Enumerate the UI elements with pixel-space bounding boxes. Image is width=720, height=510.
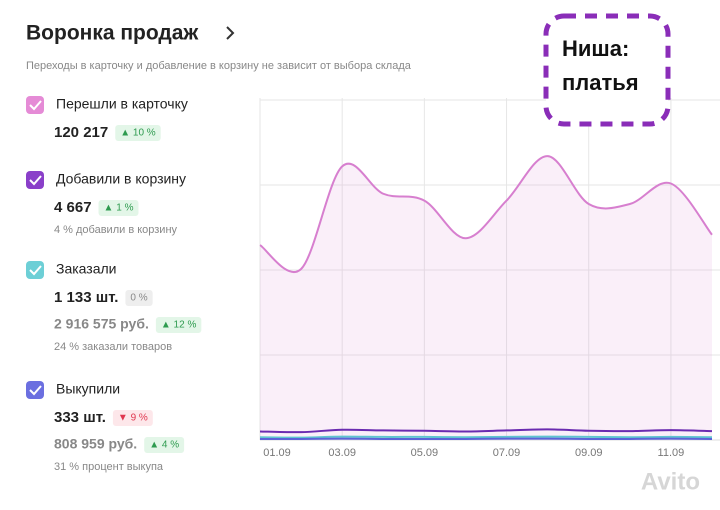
metric-note: 24 % заказали товаров <box>54 341 172 353</box>
metric-value: 4 667 <box>54 199 92 216</box>
badge-text: ▲ 1 % <box>104 203 134 214</box>
badge: ▲ 12 % <box>156 317 201 333</box>
checkbox[interactable] <box>26 261 44 279</box>
badge: ▲ 1 % <box>99 200 139 216</box>
checkbox[interactable] <box>26 171 44 189</box>
x-tick-label: 11.09 <box>658 447 685 459</box>
metric-value: 333 шт. <box>54 409 106 426</box>
badge: ▲ 10 % <box>115 125 160 141</box>
metric-value: 1 133 шт. <box>54 289 118 306</box>
x-tick-label: 01.09 <box>263 447 291 459</box>
badge-text: ▲ 12 % <box>161 320 197 331</box>
subtitle: Переходы в карточку и добавление в корзи… <box>26 60 412 72</box>
metric-note: 31 % процент выкупа <box>54 461 164 473</box>
line <box>260 437 712 438</box>
x-tick-label: 07.09 <box>493 447 521 459</box>
badge-text: 0 % <box>130 293 147 304</box>
metric-label: Заказали <box>56 261 117 277</box>
metric-value: 120 217 <box>54 124 108 141</box>
badge: ▲ 4 % <box>144 437 184 453</box>
checkbox[interactable] <box>26 381 44 399</box>
x-tick-label: 05.09 <box>411 447 439 459</box>
sticker-text: платья <box>562 70 639 95</box>
metric-value: 808 959 руб. <box>54 436 137 452</box>
title: Воронка продаж <box>26 22 199 45</box>
metric-label: Выкупили <box>56 381 120 397</box>
sticker-text: Ниша: <box>562 36 629 61</box>
metric-value: 2 916 575 руб. <box>54 316 149 332</box>
metric-label: Добавили в корзину <box>56 171 186 187</box>
x-tick-label: 03.09 <box>328 447 356 459</box>
chevron[interactable] <box>227 27 233 39</box>
metric-note: 4 % добавили в корзину <box>54 224 178 236</box>
badge-text: ▲ 10 % <box>120 128 156 139</box>
x-tick-label: 09.09 <box>575 447 603 459</box>
watermark: Avito <box>641 468 700 495</box>
badge: ▼ 9 % <box>113 410 153 426</box>
badge: 0 % <box>125 290 152 306</box>
checkbox[interactable] <box>26 96 44 114</box>
badge-text: ▲ 4 % <box>149 440 179 451</box>
badge-text: ▼ 9 % <box>118 413 148 424</box>
metric-label: Перешли в карточку <box>56 96 188 112</box>
